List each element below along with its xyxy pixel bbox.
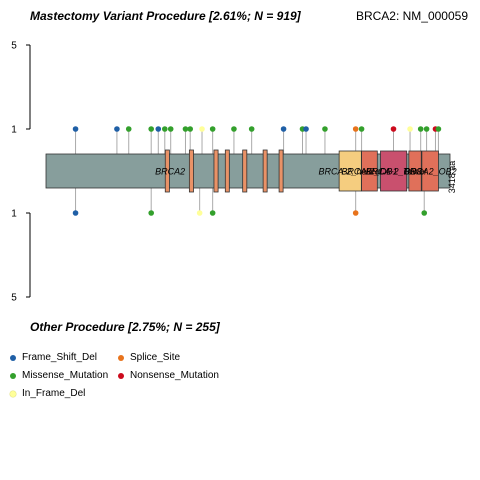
domain-labels: BRCA2 BRCA-2_helicalBRCA-2_OB1BRCA-2_OB3T… <box>155 161 457 194</box>
top-lollipop-head-splice-site <box>352 126 359 132</box>
legend-item-in-frame-del: In_Frame_Del <box>10 388 85 399</box>
domain-label: BRCA2 <box>155 167 185 177</box>
legend-swatch <box>10 372 16 379</box>
top-lollipop-head-missense-mutation <box>167 126 174 132</box>
legend-swatch <box>10 354 16 361</box>
top-lollipop-head-frame-shift-del <box>114 126 120 132</box>
domain-brca-2-ob2 <box>421 150 439 192</box>
bottom-lollipop-head-missense-mutation <box>421 210 428 216</box>
domain-label: BRCA2_OB2 <box>404 167 457 177</box>
top-group-title: Mastectomy Variant Procedure [2.61%; N =… <box>30 9 301 23</box>
domain-tower <box>408 150 422 192</box>
top-lollipop-head-frame-shift-del <box>303 126 309 132</box>
top-lollipop-head-missense-mutation <box>417 126 424 132</box>
domain-brca2 <box>224 149 230 193</box>
domain-brca2 <box>242 149 248 193</box>
legend-label: Nonsense_Mutation <box>130 370 219 381</box>
top-lollipop-head-missense-mutation <box>182 126 189 132</box>
axes: 5 1 1 5 <box>11 41 31 304</box>
bottom-y-tick-label: 5 <box>11 293 17 304</box>
legend-item-missense-mutation: Missense_Mutation <box>10 370 108 381</box>
domain-brca-2-ob3 <box>380 150 408 192</box>
legend-swatch <box>10 390 16 397</box>
gene-transcript-label: BRCA2: NM_000059 <box>355 9 468 23</box>
lollipop-heads <box>72 126 442 216</box>
bottom-group-title: Other Procedure [2.75%; N = 255] <box>30 320 220 334</box>
bottom-lollipop-head-splice-site <box>352 210 359 216</box>
legend-label: Frame_Shift_Del <box>22 352 98 363</box>
legend-item-nonsense-mutation: Nonsense_Mutation <box>118 370 219 381</box>
legend-label: In_Frame_Del <box>22 388 86 399</box>
bottom-lollipop-head-in-frame-del <box>196 210 203 216</box>
top-lollipop-head-missense-mutation <box>322 126 328 132</box>
domain-brca2 <box>278 149 284 193</box>
top-lollipop-head-missense-mutation <box>358 126 365 132</box>
top-lollipop-head-in-frame-del <box>407 126 413 132</box>
domain-brca2 <box>164 149 170 193</box>
lollipop-sticks <box>75 129 439 213</box>
top-lollipop-head-frame-shift-del <box>280 126 287 132</box>
top-lollipop-head-missense-mutation <box>209 126 216 132</box>
top-lollipop-head-missense-mutation <box>423 126 430 132</box>
top-lollipop-head-nonsense-mutation <box>390 126 397 132</box>
protein-length-label: 3418 aa <box>447 161 457 194</box>
legend-swatch <box>118 372 124 379</box>
legend-item-splice-site: Splice_Site <box>118 352 180 363</box>
domain-label: BRCA-2_OB1 <box>341 167 397 177</box>
legend-label: Splice_Site <box>130 352 181 363</box>
legend-label: Missense_Mutation <box>22 370 109 381</box>
legend-swatch <box>118 354 124 361</box>
top-y-tick-label: 5 <box>11 41 17 52</box>
protein-domains <box>164 149 439 193</box>
top-lollipop-head-frame-shift-del <box>72 126 79 132</box>
legend-item-frame-shift-del: Frame_Shift_Del <box>10 352 97 363</box>
top-lollipop-head-missense-mutation <box>231 126 237 132</box>
top-lollipop-head-missense-mutation <box>187 126 194 132</box>
top-lollipop-head-missense-mutation <box>148 126 154 132</box>
top-lollipop-head-missense-mutation <box>125 126 132 132</box>
top-lollipop-head-frame-shift-del <box>155 126 162 132</box>
top-lollipop-head-missense-mutation <box>435 126 442 132</box>
domain-brca2 <box>262 149 268 193</box>
bottom-y-tick-label: 1 <box>11 209 17 220</box>
top-lollipop-head-missense-mutation <box>248 126 255 132</box>
top-lollipop-head-missense-mutation <box>161 126 168 132</box>
bottom-lollipop-head-missense-mutation <box>148 210 154 216</box>
domain-brca2 <box>213 149 219 193</box>
top-lollipop-head-in-frame-del <box>199 126 205 132</box>
bottom-lollipop-head-missense-mutation <box>209 210 216 216</box>
domain-label: Tower <box>403 167 428 177</box>
domain-brca-2-ob1 <box>361 150 378 192</box>
domain-label: BRCA-2_helical <box>318 167 383 177</box>
domain-brca2 <box>188 149 194 193</box>
domain-label: BRCA-2_OB3 <box>366 167 422 177</box>
top-y-tick-label: 1 <box>11 125 17 136</box>
bottom-lollipop-head-frame-shift-del <box>72 210 79 216</box>
